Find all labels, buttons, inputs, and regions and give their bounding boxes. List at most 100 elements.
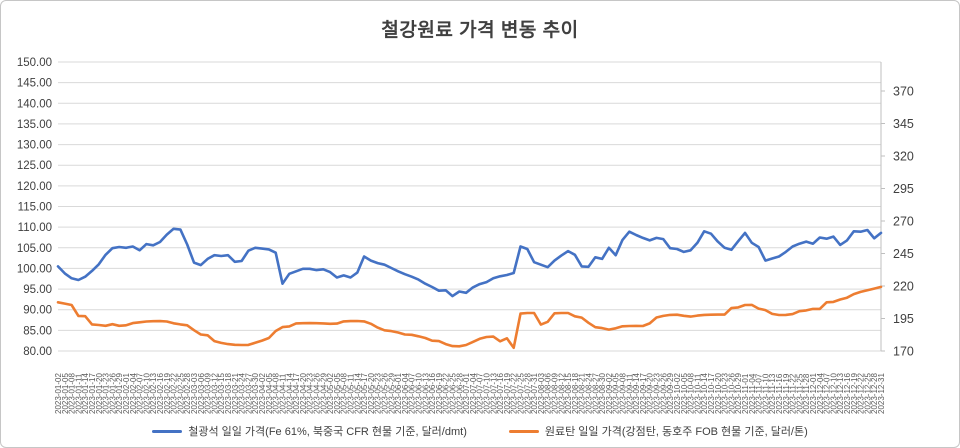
x-axis-label: 2023-07-07 <box>476 373 485 414</box>
x-axis-label: 2023-05-05 <box>333 373 342 414</box>
x-axis-label: 2023-06-25 <box>449 373 458 414</box>
x-axis-label: 2023-07-19 <box>503 373 512 414</box>
left-axis-tick-label: 80.00 <box>23 346 52 358</box>
left-axis-tick-label: 110.00 <box>18 222 52 234</box>
x-axis-label: 2023-12-19 <box>850 373 859 414</box>
x-axis-label: 2023-06-13 <box>421 373 430 414</box>
x-axis-label: 2023-04-17 <box>292 373 301 414</box>
x-axis-label: 2023-02-07 <box>136 373 145 414</box>
x-axis-label: 2023-06-19 <box>435 373 444 414</box>
x-axis-label: 2023-12-16 <box>843 373 852 414</box>
x-axis-label: 2023-07-28 <box>523 373 532 414</box>
legend: 철광석 일일 가격(Fe 61%, 북중국 CFR 현물 기준, 달러/dmt)… <box>1 423 959 439</box>
x-axis-label: 2023-10-08 <box>687 373 696 414</box>
x-axis-label: 2023-12-04 <box>816 373 825 414</box>
x-axis-label: 2023-01-23 <box>102 373 111 414</box>
x-axis-label: 2023-02-25 <box>176 373 185 414</box>
legend-label-iron-ore: 철광석 일일 가격(Fe 61%, 북중국 CFR 현물 기준, 달러/dmt) <box>188 426 467 438</box>
x-axis-label: 2023-07-13 <box>489 373 498 414</box>
x-axis-label: 2023-02-16 <box>156 373 165 414</box>
x-axis-label: 2023-01-11 <box>74 373 83 414</box>
x-axis-label: 2023-06-22 <box>442 373 451 414</box>
x-axis-label: 2023-10-23 <box>721 373 730 414</box>
x-axis-label: 2023-06-01 <box>394 373 403 414</box>
x-axis-label: 2023-09-20 <box>646 373 655 414</box>
x-axis-label: 2023-03-03 <box>190 373 199 414</box>
x-axis-label: 2023-08-09 <box>551 373 560 414</box>
x-axis-label: 2023-05-08 <box>340 373 349 414</box>
x-axis-label: 2023-11-10 <box>761 373 770 414</box>
x-axis-label: 2023-02-19 <box>163 373 172 414</box>
x-axis-label: 2023-04-29 <box>319 373 328 414</box>
chart-title: 철강원료 가격 변동 추이 <box>381 20 579 41</box>
x-axis-label: 2023-08-27 <box>591 373 600 414</box>
left-axis-tick-label: 125.00 <box>17 160 52 172</box>
x-axis-label: 2023-03-27 <box>244 373 253 414</box>
x-axis-label: 2023-10-29 <box>734 373 743 414</box>
x-axis-label: 2023-02-01 <box>122 373 131 414</box>
x-axis-label: 2023-04-11 <box>279 373 288 414</box>
x-axis-label: 2023-06-10 <box>415 373 424 414</box>
x-axis-label: 2023-12-25 <box>863 373 872 414</box>
x-axis-label: 2023-10-14 <box>700 373 709 414</box>
x-axis-label: 2023-09-11 <box>625 373 634 414</box>
right-axis-tick-label: 220 <box>893 280 914 294</box>
x-axis-label: 2023-04-23 <box>306 373 315 414</box>
x-axis-label: 2023-05-26 <box>381 373 390 414</box>
x-axis-label: 2023-11-19 <box>782 373 791 414</box>
x-axis-label: 2023-04-26 <box>313 373 322 414</box>
x-axis-label: 2023-01-14 <box>81 373 90 414</box>
x-axis-label: 2023-02-04 <box>129 373 138 414</box>
left-axis-tick-label: 100.00 <box>17 263 52 275</box>
left-axis-tick-label: 145.00 <box>17 78 52 90</box>
x-axis-label: 2023-02-10 <box>142 373 151 414</box>
coking-coal-line-swatch <box>508 429 539 433</box>
x-axis-label: 2023-12-01 <box>809 373 818 414</box>
x-axis-label: 2023-10-17 <box>707 373 716 414</box>
x-axis-label: 2023-05-11 <box>347 373 356 414</box>
right-axis-tick-label: 345 <box>893 117 914 131</box>
left-axis-tick-label: 95.00 <box>23 284 52 296</box>
x-axis-label: 2023-11-13 <box>768 373 777 414</box>
x-axis-label: 2023-12-22 <box>857 373 866 414</box>
x-axis-label: 2023-10-20 <box>714 373 723 414</box>
x-axis-label: 2023-03-21 <box>231 373 240 414</box>
x-axis-label: 2023-07-01 <box>462 373 471 414</box>
x-axis-label: 2023-11-04 <box>748 373 757 414</box>
x-axis-label: 2023-09-08 <box>619 373 628 414</box>
x-axis-label: 2023-12-10 <box>829 373 838 414</box>
legend-entry-iron-ore: 철광석 일일 가격(Fe 61%, 북중국 CFR 현물 기준, 달러/dmt) <box>152 423 467 439</box>
x-axis-label: 2023-07-25 <box>517 373 526 414</box>
iron-ore-line <box>56 227 883 298</box>
x-axis-label: 2023-06-16 <box>428 373 437 414</box>
x-axis-label: 2023-09-14 <box>632 373 641 414</box>
x-axis-label: 2023-07-04 <box>469 373 478 414</box>
x-axis-label: 2023-11-25 <box>795 373 804 414</box>
x-axis-label: 2023-08-30 <box>598 373 607 414</box>
x-axis-label: 2023-01-29 <box>115 373 124 414</box>
x-axis-label: 2023-02-28 <box>183 373 192 414</box>
x-axis-label: 2023-10-26 <box>727 373 736 414</box>
x-axis-label: 2023-12-28 <box>870 373 879 414</box>
x-axis-label: 2023-11-28 <box>802 373 811 414</box>
x-axis-label: 2023-08-21 <box>578 373 587 414</box>
x-axis-label: 2023-01-26 <box>108 373 117 414</box>
x-axis-label: 2023-10-02 <box>673 373 682 414</box>
x-axis-label: 2023-09-29 <box>666 373 675 414</box>
x-axis-label: 2023-10-05 <box>680 373 689 414</box>
x-axis-label: 2023-05-29 <box>387 373 396 414</box>
x-axis-label: 2023-01-02 <box>54 373 63 414</box>
right-axis-tick-label: 370 <box>893 85 914 99</box>
x-axis-label: 2023-04-02 <box>258 373 267 414</box>
x-axis-label: 2023-09-02 <box>605 373 614 414</box>
x-axis-label: 2023-04-08 <box>272 373 281 414</box>
x-axis-label: 2023-12-07 <box>823 373 832 414</box>
x-axis-label: 2023-08-24 <box>585 373 594 414</box>
right-axis-tick-label: 320 <box>893 150 914 164</box>
x-axis-label: 2023-08-06 <box>544 373 553 414</box>
left-axis-tick-label: 120.00 <box>17 181 52 193</box>
x-axis-label: 2023-03-12 <box>210 373 219 414</box>
left-axis-tick-label: 135.00 <box>17 119 52 131</box>
x-axis-label: 2023-12-31 <box>877 373 886 414</box>
x-axis-label: 2023-08-18 <box>571 373 580 414</box>
